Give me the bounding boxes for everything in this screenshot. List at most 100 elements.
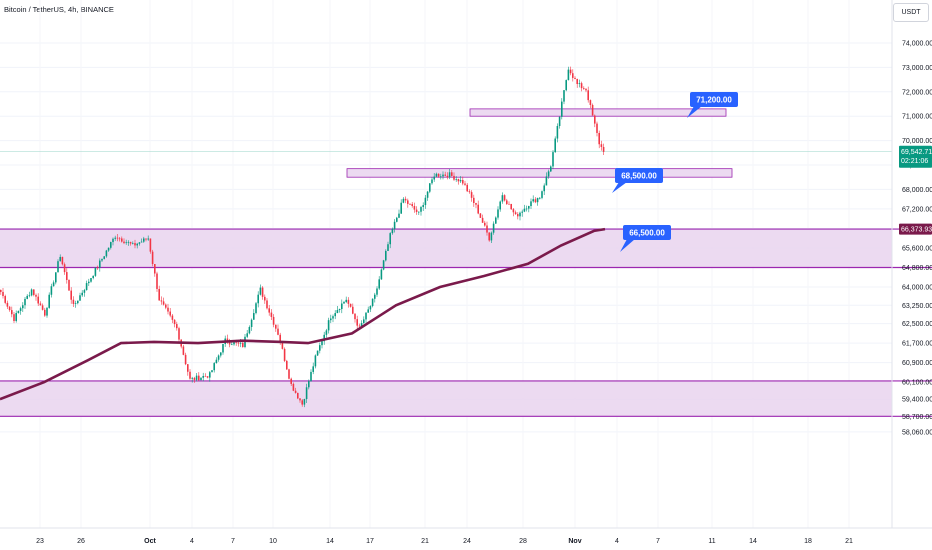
candle-body [143,238,145,242]
candle-body [512,209,515,213]
candle-body [404,198,407,201]
candle-body [310,371,312,382]
candle-body [594,115,596,124]
candle-body [231,344,233,346]
price-tick-label: 70,000.00 [902,138,932,145]
callout-box[interactable] [623,225,671,240]
candle-body [345,299,347,302]
candle-body [532,199,534,202]
candle-body [13,314,15,321]
candle-body [204,376,207,377]
candle-body [492,223,495,233]
candle-body [466,184,468,192]
candle-body [26,295,28,299]
candle-body [202,376,204,378]
time-tick-label: 28 [519,538,527,545]
candle-body [59,256,61,262]
candle-body [101,258,103,261]
candle-body [396,217,398,222]
price-tick-label: 64,800.00 [902,265,932,272]
candle-body [411,204,413,207]
candle-body [35,294,37,297]
candle-body [255,303,257,314]
candle-body [453,175,455,180]
candle-body [380,269,383,280]
candle-body [286,360,288,370]
candle-body [83,290,86,293]
candle-body [393,221,396,229]
candle-body [44,309,46,316]
candle-body [96,267,99,269]
candle-body [281,342,284,349]
candle-body [451,172,453,176]
candle-body [585,88,587,91]
candle-body [74,303,77,304]
candle-body [77,300,79,304]
candle-body [556,125,559,139]
time-tick-label: 4 [615,538,619,545]
candle-body [140,241,143,243]
candle-body [308,381,310,388]
candle-body [237,342,240,344]
candle-body [52,282,55,287]
time-axis[interactable]: 23 26 Oct 4 7 10 14 17 21 24 28 Nov 4 7 11 14 18 21 [36,538,853,545]
candle-body [283,348,286,361]
price-tick-label: 60,100.00 [902,380,932,387]
candle-body [235,342,237,343]
callout-pointer [612,182,627,193]
candle-body [213,363,215,371]
price-tick-label: 58,060.00 [902,429,932,436]
candles [0,66,605,408]
candle-body [343,301,345,304]
candle-body [354,313,356,320]
callout-box[interactable] [690,92,738,107]
candle-body [554,138,556,153]
candle-body [523,208,526,212]
candle-body [596,123,598,133]
candle-body [360,323,363,327]
candle-body [33,289,35,295]
price-tick-label: 62,500.00 [902,321,932,328]
candle-body [525,208,528,210]
candle-body [147,238,149,240]
candle-body [541,191,543,198]
candle-body [591,104,594,116]
candle-body [215,359,218,364]
candle-body [382,260,385,270]
candle-body [132,243,134,244]
candle-body [292,383,295,391]
currency-unit-button[interactable]: USDT [893,3,929,22]
candle-body [99,260,101,268]
candle-body [481,217,484,223]
candle-body [358,325,361,327]
candle-body [363,319,365,324]
candle-body [602,146,605,152]
candle-body [209,372,211,378]
candle-body [323,334,325,342]
candle-body [250,319,253,327]
candle-body [569,69,572,74]
candle-body [519,212,521,217]
callout-box[interactable] [615,168,663,183]
price-axis[interactable]: 74,000.00 73,000.00 72,000.00 71,000.00 70,0… [902,41,932,437]
candle-body [347,299,350,304]
candle-body [400,202,402,214]
candle-body [85,283,88,291]
candle-body [30,289,33,296]
candle-body [275,324,277,329]
candle-body [24,298,26,306]
candle-body [0,289,2,292]
candle-body [457,179,460,182]
candle-body [598,132,600,145]
time-tick-label: 7 [656,538,660,545]
price-tick-label: 74,000.00 [902,41,932,48]
candle-body [303,399,306,405]
time-tick-label: 14 [326,538,334,545]
candle-body [446,175,449,178]
candle-body [470,192,473,198]
candle-body [198,375,200,381]
candle-body [125,242,127,244]
candle-body [468,191,471,193]
time-tick-label: 23 [36,538,44,545]
